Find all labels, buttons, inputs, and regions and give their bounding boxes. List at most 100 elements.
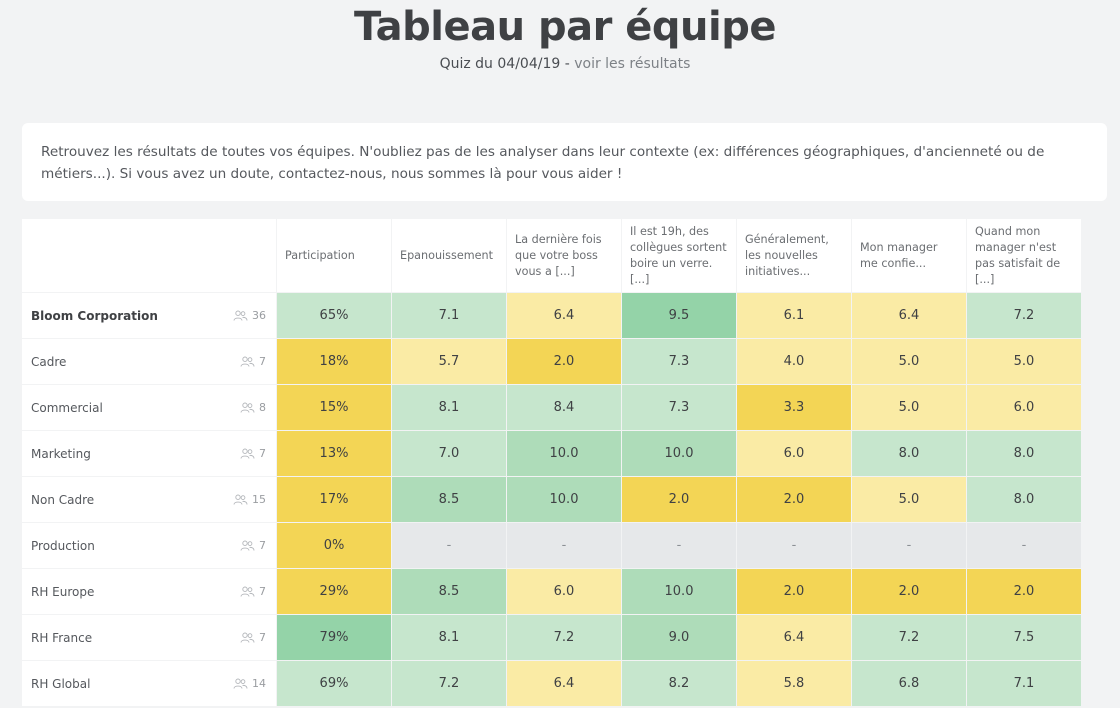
- score-cell[interactable]: -: [967, 523, 1081, 568]
- score-cell[interactable]: -: [737, 523, 851, 568]
- score-cell[interactable]: 6.4: [737, 615, 851, 660]
- team-name: Marketing: [31, 446, 91, 461]
- column-header[interactable]: Participation: [277, 219, 391, 292]
- score-cell[interactable]: 65%: [277, 293, 391, 338]
- score-cell[interactable]: 5.0: [852, 477, 966, 522]
- member-count-value: 7: [259, 355, 266, 368]
- score-cell[interactable]: 3.3: [737, 385, 851, 430]
- score-cell[interactable]: 8.4: [507, 385, 621, 430]
- score-cell[interactable]: 10.0: [622, 431, 736, 476]
- score-cell[interactable]: 8.1: [392, 615, 506, 660]
- intro-text: Retrouvez les résultats de toutes vos éq…: [41, 144, 1045, 182]
- column-header[interactable]: Généralement, les nouvelles initiatives.…: [737, 219, 851, 292]
- score-cell[interactable]: 9.0: [622, 615, 736, 660]
- score-cell[interactable]: 6.4: [507, 293, 621, 338]
- score-cell[interactable]: -: [622, 523, 736, 568]
- score-cell[interactable]: 2.0: [507, 339, 621, 384]
- score-cell[interactable]: 13%: [277, 431, 391, 476]
- score-cell[interactable]: 10.0: [507, 477, 621, 522]
- score-cell[interactable]: 7.3: [622, 385, 736, 430]
- score-cell[interactable]: 6.0: [507, 569, 621, 614]
- score-cell[interactable]: 8.0: [852, 431, 966, 476]
- score-cell[interactable]: 69%: [277, 661, 391, 706]
- people-icon: [240, 586, 255, 597]
- column-header[interactable]: Mon manager me confie...: [852, 219, 966, 292]
- score-cell[interactable]: 2.0: [622, 477, 736, 522]
- score-cell[interactable]: 8.5: [392, 569, 506, 614]
- people-icon: [240, 356, 255, 367]
- score-cell[interactable]: -: [852, 523, 966, 568]
- score-cell[interactable]: 17%: [277, 477, 391, 522]
- score-cell[interactable]: 7.2: [967, 293, 1081, 338]
- score-cell[interactable]: 7.2: [507, 615, 621, 660]
- people-icon: [240, 448, 255, 459]
- score-cell[interactable]: 2.0: [737, 569, 851, 614]
- score-cell[interactable]: 5.0: [967, 339, 1081, 384]
- score-cell[interactable]: 5.7: [392, 339, 506, 384]
- score-cell[interactable]: 7.2: [392, 661, 506, 706]
- score-cell[interactable]: 8.0: [967, 477, 1081, 522]
- score-cell[interactable]: 5.0: [852, 385, 966, 430]
- score-cell[interactable]: 79%: [277, 615, 391, 660]
- team-results-table: Participation Epanouissement La dernière f…: [22, 219, 1081, 706]
- member-count: 7: [240, 539, 266, 552]
- score-cell[interactable]: 6.1: [737, 293, 851, 338]
- score-cell[interactable]: 5.8: [737, 661, 851, 706]
- score-cell[interactable]: 7.1: [392, 293, 506, 338]
- score-cell[interactable]: 2.0: [967, 569, 1081, 614]
- score-cell[interactable]: 2.0: [737, 477, 851, 522]
- member-count-value: 8: [259, 401, 266, 414]
- score-cell[interactable]: 2.0: [852, 569, 966, 614]
- score-cell[interactable]: 8.5: [392, 477, 506, 522]
- team-row-header[interactable]: Non Cadre 15: [22, 477, 276, 522]
- team-row-header[interactable]: RH Global 14: [22, 661, 276, 706]
- score-cell[interactable]: 10.0: [622, 569, 736, 614]
- member-count: 7: [240, 585, 266, 598]
- score-cell[interactable]: 4.0: [737, 339, 851, 384]
- score-cell[interactable]: 8.1: [392, 385, 506, 430]
- team-name: RH France: [31, 630, 93, 645]
- people-icon: [240, 402, 255, 413]
- score-cell[interactable]: 6.4: [852, 293, 966, 338]
- team-row-header[interactable]: Marketing 7: [22, 431, 276, 476]
- people-icon: [233, 494, 248, 505]
- score-cell[interactable]: 29%: [277, 569, 391, 614]
- score-cell[interactable]: 8.0: [967, 431, 1081, 476]
- team-row-header[interactable]: RH Europe 7: [22, 569, 276, 614]
- score-cell[interactable]: 6.8: [852, 661, 966, 706]
- score-cell[interactable]: 5.0: [852, 339, 966, 384]
- view-results-link[interactable]: voir les résultats: [574, 56, 691, 72]
- column-header[interactable]: La dernière fois que votre boss vous a […: [507, 219, 621, 292]
- column-header[interactable]: Epanouissement: [392, 219, 506, 292]
- people-icon: [233, 678, 248, 689]
- team-row-header[interactable]: Bloom Corporation 36: [22, 293, 276, 338]
- team-row-header[interactable]: Commercial 8: [22, 385, 276, 430]
- score-cell[interactable]: 7.2: [852, 615, 966, 660]
- score-cell[interactable]: 7.3: [622, 339, 736, 384]
- column-header[interactable]: Quand mon manager n'est pas satisfait de…: [967, 219, 1081, 292]
- score-cell[interactable]: 18%: [277, 339, 391, 384]
- team-row-header[interactable]: Cadre 7: [22, 339, 276, 384]
- score-cell[interactable]: 6.0: [967, 385, 1081, 430]
- team-name: RH Europe: [31, 584, 95, 599]
- score-cell[interactable]: 10.0: [507, 431, 621, 476]
- people-icon: [240, 540, 255, 551]
- team-row-header[interactable]: Production 7: [22, 523, 276, 568]
- score-cell[interactable]: 8.2: [622, 661, 736, 706]
- score-cell[interactable]: 6.4: [507, 661, 621, 706]
- score-cell[interactable]: -: [392, 523, 506, 568]
- column-header[interactable]: Il est 19h, des collègues sortent boire …: [622, 219, 736, 292]
- score-cell[interactable]: 6.0: [737, 431, 851, 476]
- score-cell[interactable]: 7.5: [967, 615, 1081, 660]
- score-cell[interactable]: 7.1: [967, 661, 1081, 706]
- score-cell[interactable]: 15%: [277, 385, 391, 430]
- member-count: 36: [233, 309, 266, 322]
- member-count-value: 14: [252, 677, 266, 690]
- page-title: Tableau par équipe: [354, 4, 776, 50]
- score-cell[interactable]: 7.0: [392, 431, 506, 476]
- score-cell[interactable]: 0%: [277, 523, 391, 568]
- score-cell[interactable]: 9.5: [622, 293, 736, 338]
- team-row-header[interactable]: RH France 7: [22, 615, 276, 660]
- member-count: 8: [240, 401, 266, 414]
- score-cell[interactable]: -: [507, 523, 621, 568]
